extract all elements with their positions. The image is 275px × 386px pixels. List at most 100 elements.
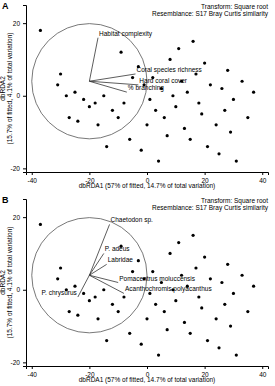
- y-tick: -20: [11, 359, 26, 366]
- x-tick-mark: [205, 172, 206, 175]
- point: [226, 69, 229, 72]
- y-axis-title-line: (15.7% of fitted, 4.1% of total variatio…: [6, 226, 14, 338]
- point: [194, 266, 197, 269]
- y-tick-label: -20: [11, 359, 21, 366]
- plot-area: [32, 218, 255, 357]
- x-axis-title: dbRDA1 (57% of fitted, 14.7% of total va…: [79, 376, 216, 384]
- vector: [89, 81, 126, 92]
- point: [131, 270, 134, 273]
- x-tick-label: -40: [28, 371, 38, 378]
- point: [209, 277, 212, 280]
- point: [56, 83, 59, 86]
- panel: B-40-2002040-20020dbRDA1 (57% of fitted,…: [0, 195, 269, 384]
- y-tick: 20: [13, 214, 26, 221]
- point: [145, 317, 148, 320]
- point: [157, 354, 160, 357]
- vector: [89, 264, 106, 275]
- x-tick-mark: [89, 366, 90, 369]
- panel-label: A: [2, 1, 9, 11]
- vector-label: Hard coral cover: [139, 77, 188, 84]
- y-tick-mark: [23, 217, 26, 218]
- vector: [89, 253, 103, 275]
- point: [217, 152, 220, 155]
- point: [102, 288, 105, 291]
- point: [111, 303, 114, 306]
- x-tick-mark: [32, 366, 33, 369]
- plot-area: [32, 24, 255, 163]
- point: [163, 310, 166, 313]
- x-tick-mark: [205, 366, 206, 369]
- point: [65, 94, 68, 97]
- point: [168, 58, 171, 61]
- point: [217, 346, 220, 349]
- vector: [89, 275, 118, 282]
- point: [246, 116, 249, 119]
- point: [122, 295, 125, 298]
- point: [148, 98, 151, 101]
- point: [171, 94, 174, 97]
- point: [96, 317, 99, 320]
- point: [82, 292, 85, 295]
- point: [191, 234, 194, 237]
- y-axis-line: [23, 200, 27, 367]
- point: [246, 310, 249, 313]
- point: [117, 310, 120, 313]
- point: [215, 123, 218, 126]
- point: [59, 266, 62, 269]
- point: [102, 94, 105, 97]
- y-tick: -20: [11, 165, 26, 172]
- vector-label: P. chrysurus: [42, 289, 78, 297]
- vector-label: Chaetodon sp.: [111, 216, 153, 224]
- annotation: Resemblance: S17 Bray Curtis similarity: [152, 204, 269, 212]
- vector-label: P. adeus: [105, 245, 131, 252]
- point: [88, 299, 91, 302]
- point: [145, 123, 148, 126]
- point: [56, 277, 59, 280]
- point: [131, 76, 134, 79]
- point: [223, 303, 226, 306]
- vector-label: Acanthochromis polyacanthus: [125, 285, 212, 293]
- point: [128, 138, 131, 141]
- y-tick-mark: [23, 23, 26, 24]
- point: [122, 101, 125, 104]
- x-axis-line: [27, 367, 269, 370]
- x-tick-mark: [32, 172, 33, 175]
- y-tick-mark: [23, 96, 26, 97]
- point: [94, 101, 97, 104]
- point: [235, 354, 238, 357]
- y-tick: 0: [16, 92, 26, 99]
- point: [128, 332, 131, 335]
- y-axis-line: [23, 6, 27, 173]
- point: [215, 317, 218, 320]
- point: [73, 91, 76, 94]
- x-tick-mark: [89, 172, 90, 175]
- point: [209, 83, 212, 86]
- x-axis-title: dbRDA1 (57% of fitted, 14.7% of total va…: [79, 182, 216, 190]
- x-tick-label: -40: [28, 177, 38, 184]
- figure: A-40-2002040-20020dbRDA1 (57% of fitted,…: [0, 0, 275, 386]
- point: [174, 299, 177, 302]
- correlation-circle: [32, 24, 147, 139]
- point: [235, 160, 238, 163]
- point: [229, 130, 232, 133]
- point: [140, 149, 143, 152]
- point: [200, 112, 203, 115]
- point: [82, 98, 85, 101]
- y-tick-mark: [23, 362, 26, 363]
- x-tick-mark: [262, 172, 263, 175]
- x-tick: -40: [28, 172, 38, 184]
- vector: [78, 275, 90, 297]
- y-axis-title: dbRDA2(15.7% of fitted, 4.1% of total va…: [0, 32, 14, 144]
- point: [111, 109, 114, 112]
- point: [183, 321, 186, 324]
- y-tick-label: -20: [11, 165, 21, 172]
- point: [105, 145, 108, 148]
- point: [76, 120, 79, 123]
- point: [200, 306, 203, 309]
- point: [119, 51, 122, 54]
- x-tick-mark: [147, 366, 148, 369]
- y-tick-label: 20: [13, 20, 21, 27]
- point: [240, 80, 243, 83]
- panel-label: B: [2, 195, 9, 205]
- x-tick-mark: [147, 172, 148, 175]
